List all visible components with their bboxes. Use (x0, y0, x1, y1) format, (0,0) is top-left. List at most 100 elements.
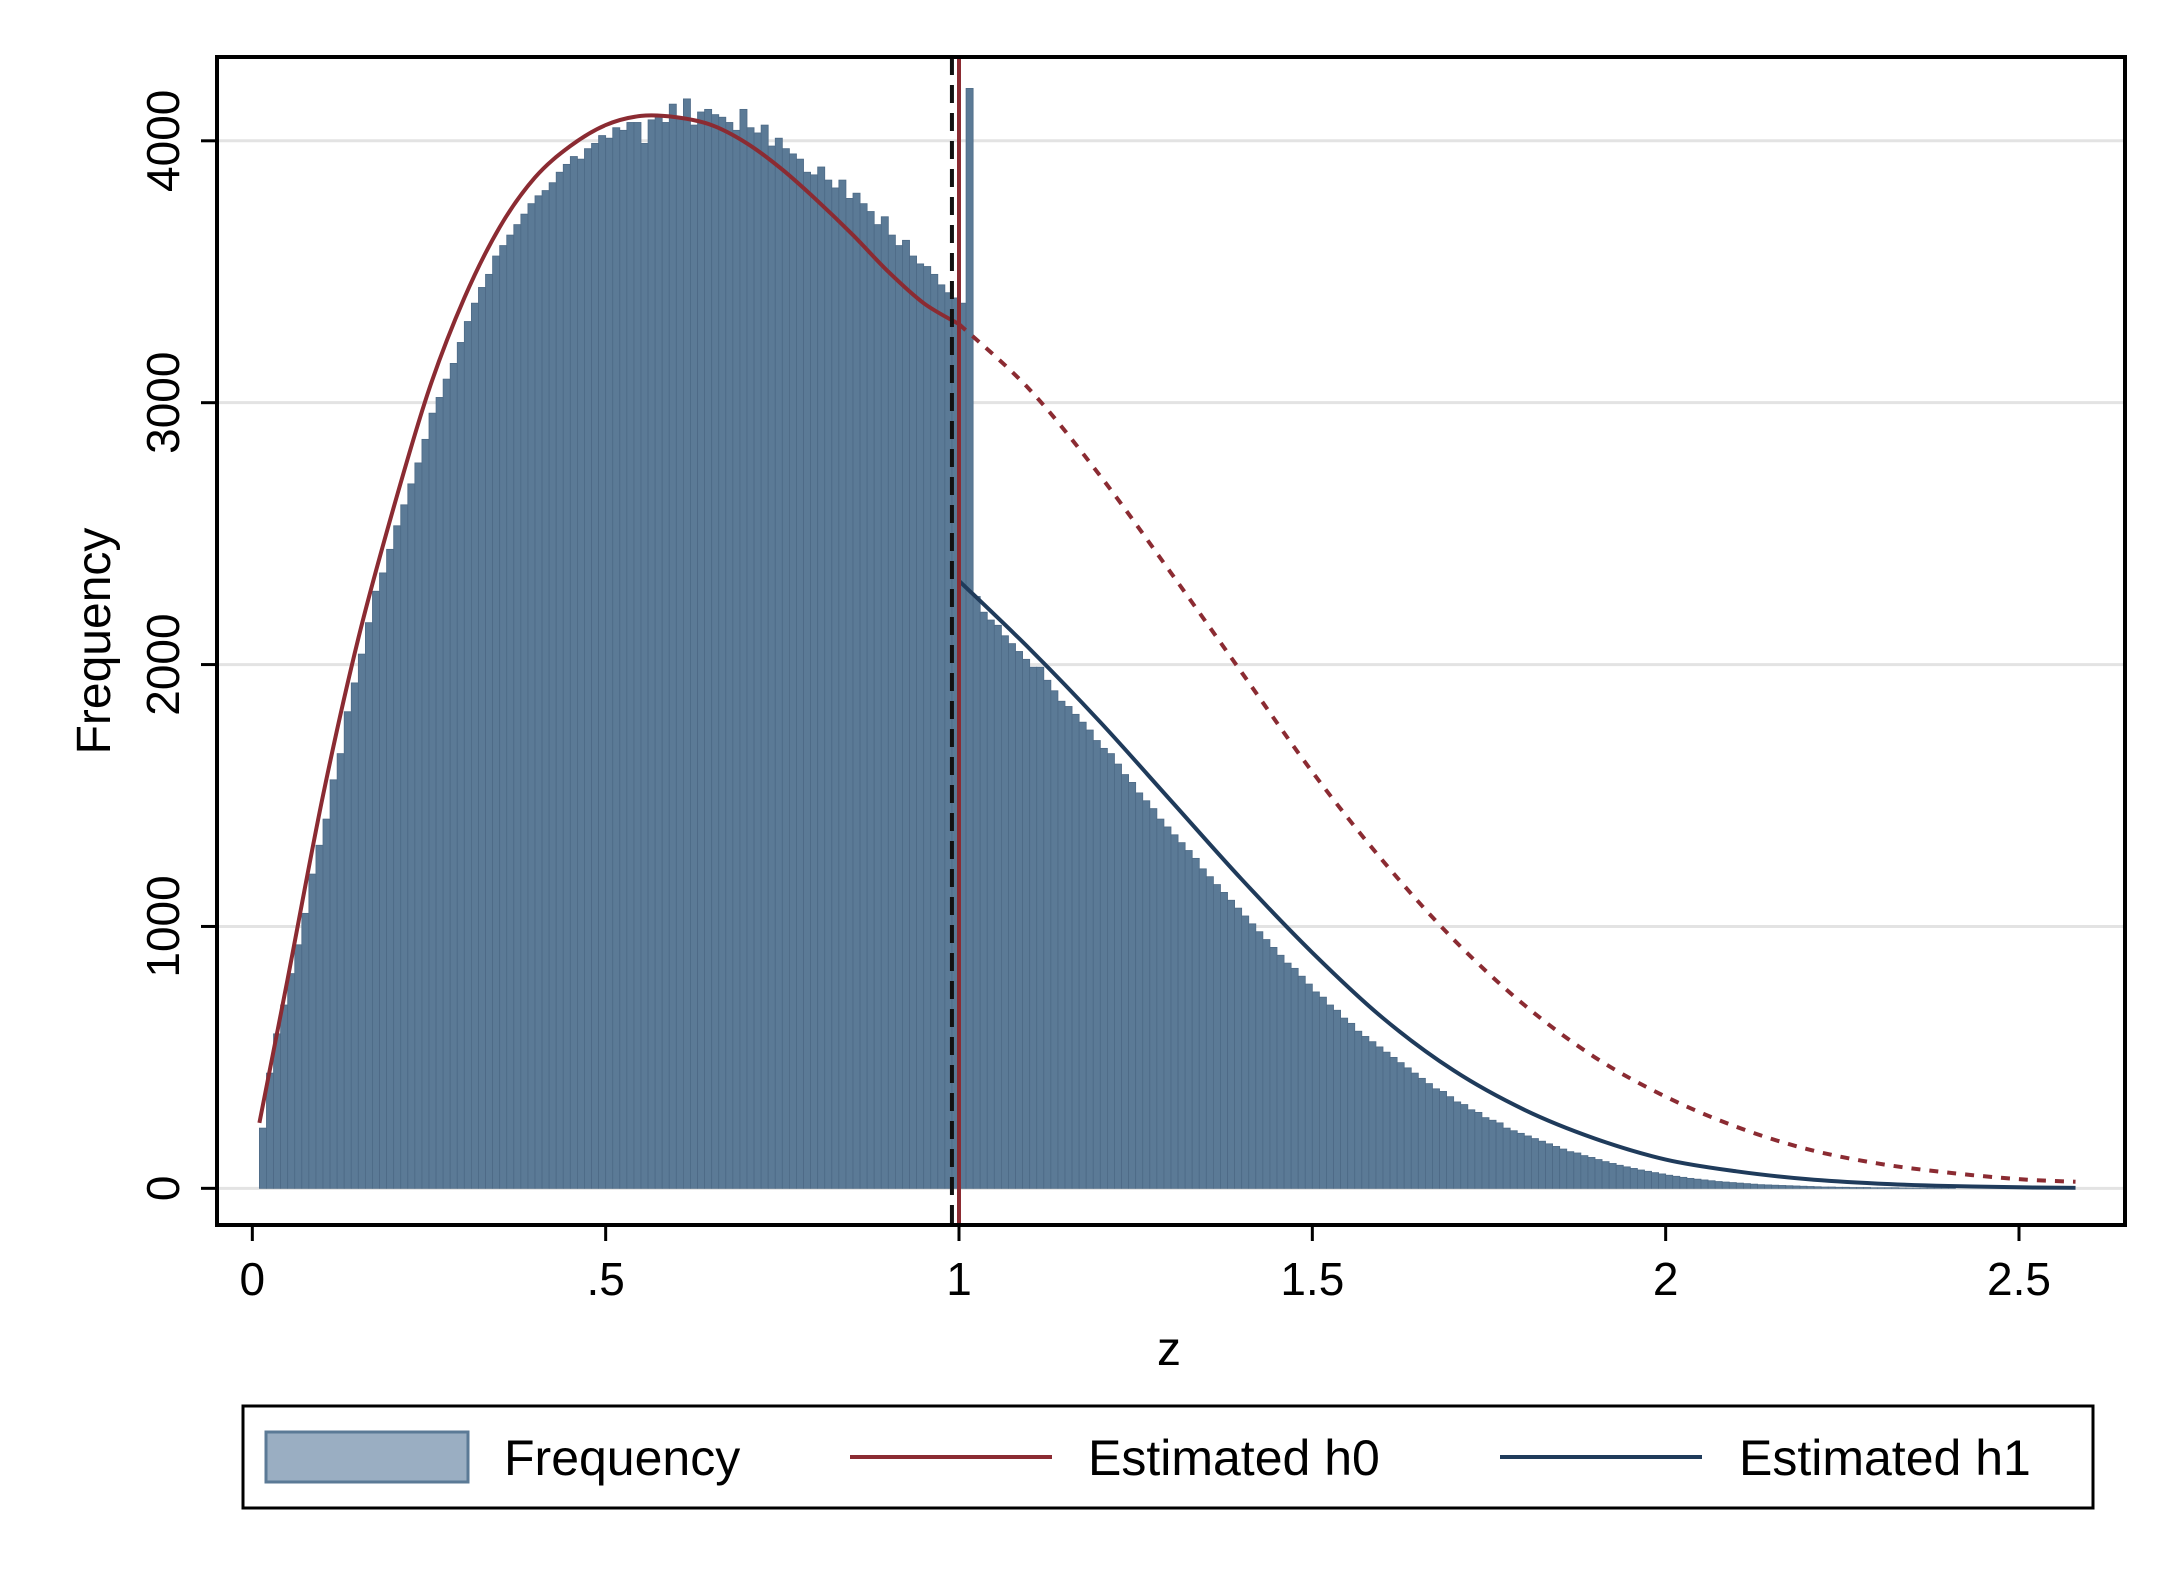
histogram-bar (902, 239, 910, 1189)
histogram-bar (1234, 907, 1243, 1189)
histogram-bar (1707, 1180, 1716, 1189)
histogram-bar (555, 171, 564, 1189)
x-tick-label-0: 0 (240, 1253, 266, 1305)
histogram-bar (838, 179, 847, 1189)
histogram-bar (965, 88, 974, 1189)
histogram-bar (647, 119, 656, 1189)
histogram-bar (937, 284, 946, 1189)
histogram-bar (1827, 1186, 1836, 1189)
histogram-bar (393, 525, 402, 1189)
x-tick-label-3: 1.5 (1280, 1253, 1344, 1305)
histogram-bar (513, 224, 522, 1189)
histogram-bar (605, 137, 614, 1189)
histogram-bar (1142, 800, 1151, 1189)
histogram-bar (1213, 884, 1221, 1189)
histogram-bar (725, 122, 734, 1189)
histogram-bar (598, 135, 607, 1189)
histogram-bar (1333, 1009, 1341, 1189)
histogram-bar (379, 572, 387, 1189)
histogram-bar (470, 302, 479, 1189)
histogram-bar (993, 624, 1002, 1189)
histogram-bar (1453, 1101, 1462, 1189)
histogram-bar (1679, 1176, 1688, 1189)
y-tick-label-3: 3000 (137, 352, 189, 454)
histogram-bar (1545, 1143, 1553, 1189)
series-lines (257, 113, 2076, 1190)
histogram-bar (1326, 1004, 1334, 1189)
histogram-bar (1474, 1111, 1483, 1189)
histogram-bar (449, 363, 458, 1189)
histogram-bar (506, 234, 515, 1189)
histogram-bar (1856, 1187, 1864, 1189)
histogram-bar (661, 122, 670, 1189)
histogram-bar (1601, 1161, 1610, 1189)
y-tick-label-2: 2000 (137, 613, 189, 715)
histogram-bar (577, 158, 585, 1189)
histogram-bar (1721, 1181, 1730, 1189)
series-line-1 (957, 322, 2076, 1184)
histogram-bar (301, 912, 310, 1189)
histogram-bar (584, 148, 592, 1189)
reference-lines (949, 57, 961, 1225)
histogram-bar (541, 190, 550, 1189)
histogram-bar (866, 211, 875, 1189)
histogram-bar (1156, 818, 1165, 1189)
histogram-bar (767, 145, 776, 1189)
histogram-bar (456, 342, 465, 1189)
histogram-bar (831, 187, 840, 1189)
histogram-bar (1432, 1088, 1440, 1189)
histogram-bar (1036, 666, 1045, 1189)
histogram-bar (718, 116, 727, 1189)
histogram-bar (930, 273, 939, 1189)
histogram-bar (1672, 1175, 1681, 1189)
histogram-bar (1531, 1138, 1539, 1189)
histogram-bar (796, 158, 804, 1189)
histogram-bar (1615, 1164, 1624, 1189)
y-tick-label-1: 1000 (137, 875, 189, 977)
histogram-bar (435, 397, 444, 1189)
y-tick-label-0: 0 (137, 1176, 189, 1202)
histogram-bar (1813, 1186, 1822, 1189)
histogram-bar (336, 753, 345, 1189)
histogram-bar (1820, 1186, 1829, 1189)
histogram-bar (492, 255, 501, 1189)
histogram-bar (1580, 1155, 1589, 1189)
histogram-bar (626, 122, 635, 1189)
histogram-bar (1750, 1183, 1758, 1189)
histogram-bar (322, 818, 331, 1189)
histogram-bar (1622, 1166, 1631, 1189)
histogram-bar (357, 653, 366, 1189)
histogram-bar (1149, 808, 1158, 1189)
histogram-bar (428, 412, 437, 1189)
histogram-bar (1566, 1151, 1575, 1189)
histogram-bar (1446, 1096, 1455, 1189)
histogram-bar (1050, 690, 1059, 1189)
histogram-bar (1608, 1163, 1617, 1189)
histogram-bar (972, 596, 981, 1189)
histogram-bar (315, 844, 324, 1189)
histogram-bar (1552, 1146, 1561, 1189)
histogram-bar (329, 779, 338, 1189)
histogram-bar (690, 124, 698, 1189)
histogram-bar (1778, 1185, 1787, 1189)
histogram-bar (1057, 700, 1066, 1189)
histogram-bar (704, 108, 713, 1189)
legend-label-h0: Estimated h0 (1088, 1430, 1380, 1486)
histogram-bar (1135, 792, 1144, 1189)
histogram-bar (1799, 1185, 1808, 1189)
histogram-bar (1559, 1148, 1568, 1189)
histogram-bar (350, 682, 359, 1189)
histogram-bar (1764, 1184, 1773, 1189)
histogram-bar (909, 255, 917, 1189)
histogram-bar (1368, 1041, 1377, 1189)
histogram-bar (1170, 834, 1179, 1189)
legend-label-frequency: Frequency (504, 1430, 740, 1486)
histogram-bar (1001, 635, 1009, 1189)
histogram-bar (895, 245, 903, 1189)
histogram-bar (1891, 1187, 1900, 1189)
histogram-bar (527, 203, 536, 1189)
histogram-bar (1297, 975, 1306, 1189)
series-line-2 (957, 579, 2076, 1190)
legend-swatch-frequency (264, 1430, 470, 1484)
